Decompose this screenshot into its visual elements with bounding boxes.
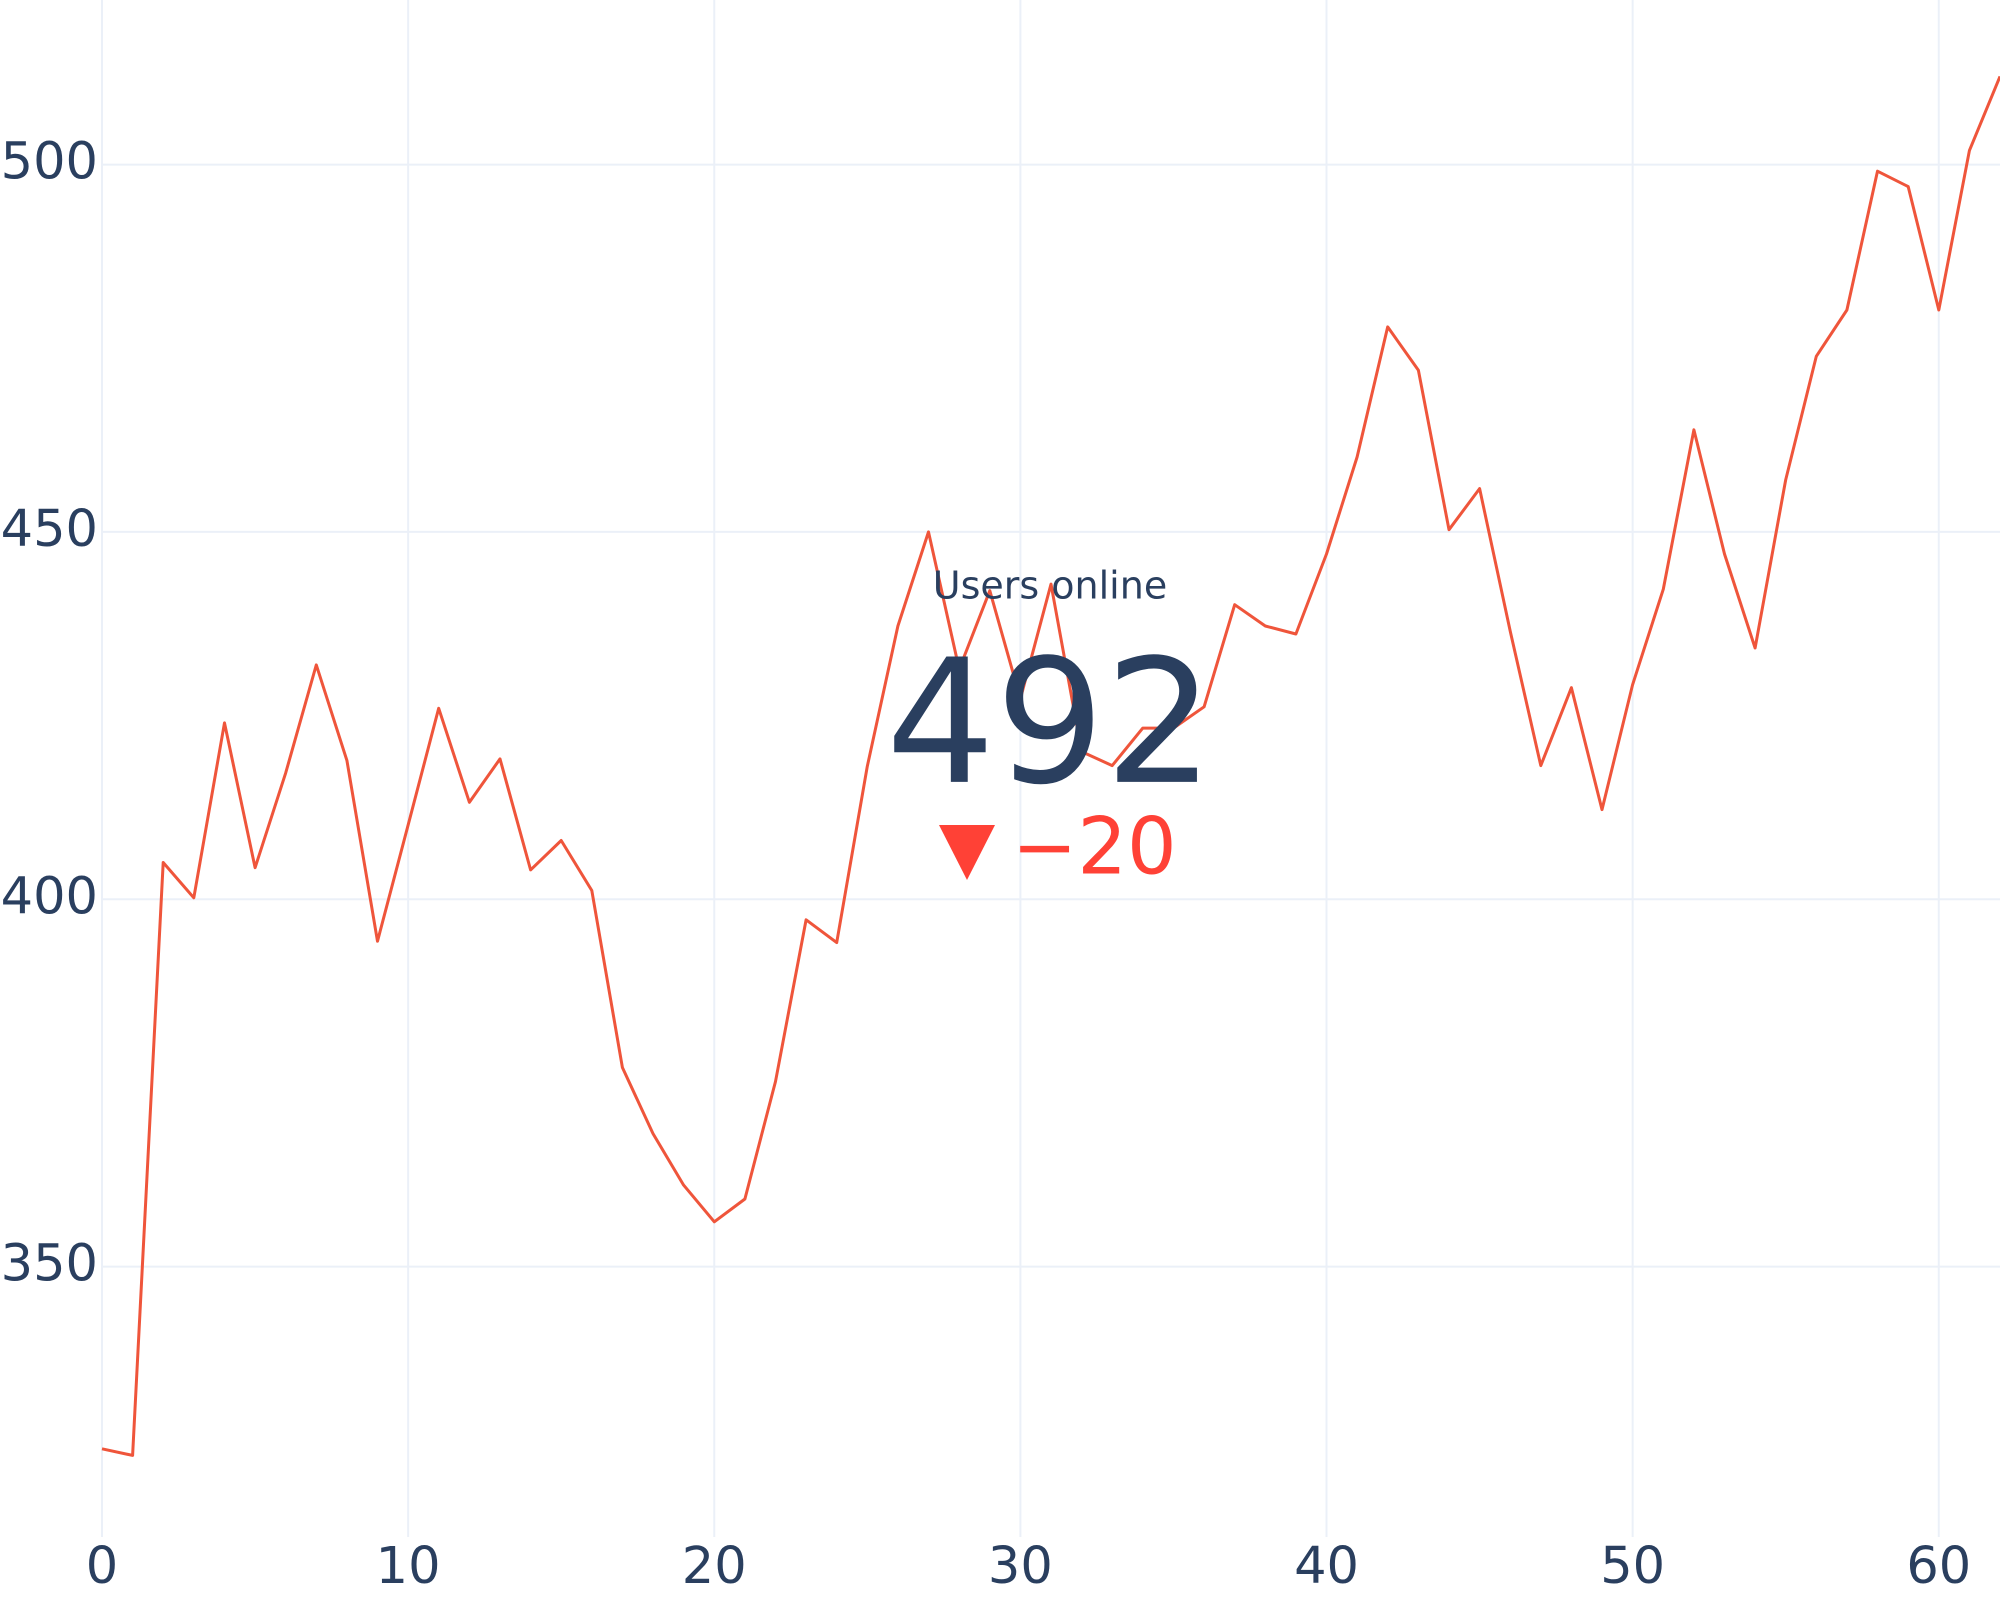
y-tick-label: 450: [1, 500, 98, 559]
indicator-value: 492: [886, 622, 1214, 823]
delta-arrow: [939, 825, 995, 880]
x-tick-label: 0: [86, 1537, 118, 1596]
indicator-title: Users online: [933, 564, 1167, 608]
line-series: [101, 75, 2000, 1457]
x-tick-label: 40: [1294, 1537, 1359, 1596]
indicator-delta: −20: [1012, 802, 1177, 892]
y-tick-label: 500: [1, 133, 98, 192]
x-tick-label: 50: [1600, 1537, 1665, 1596]
x-tick-label: 30: [988, 1537, 1053, 1596]
y-tick-label: 400: [1, 867, 98, 926]
x-tick-label: 20: [682, 1537, 747, 1596]
x-tick-label: 10: [376, 1537, 441, 1596]
x-tick-label: 60: [1906, 1537, 1971, 1596]
y-tick-label: 350: [1, 1235, 98, 1294]
